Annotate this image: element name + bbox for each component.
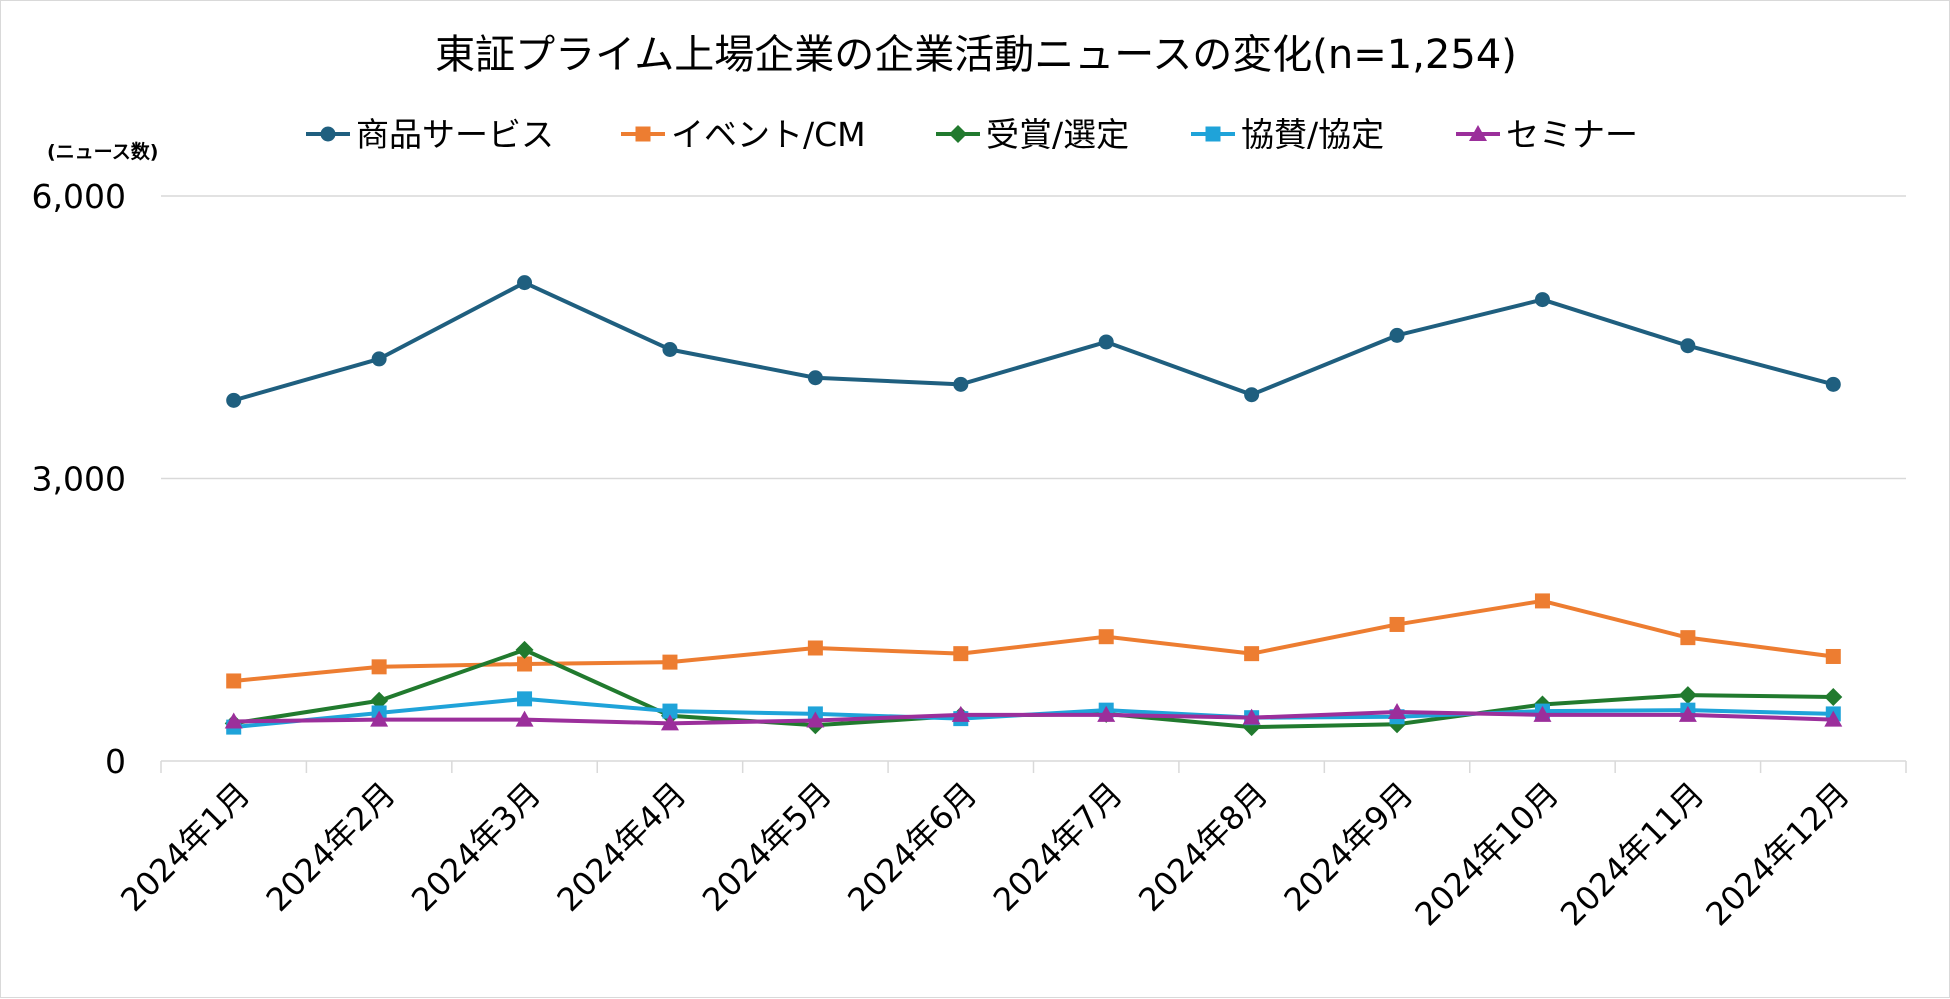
data-point <box>635 126 651 142</box>
x-tick-label: 2024年9月 <box>1277 775 1421 919</box>
legend-entry: セミナー <box>1456 115 1638 154</box>
legend: 商品サービス イベント/CM 受賞/選定 協賛/協定 セミナー <box>306 115 1638 154</box>
series-line <box>233 280 1834 403</box>
x-tick-label: 2024年12月 <box>1698 775 1857 934</box>
y-tick-label: 0 <box>105 742 126 781</box>
data-point <box>1389 616 1405 632</box>
data-point <box>662 654 678 670</box>
series-line <box>233 598 1834 683</box>
legend-label: イベント/CM <box>671 115 866 154</box>
data-point <box>1824 687 1843 706</box>
data-point <box>370 710 389 727</box>
x-tick-label: 2024年6月 <box>840 775 984 919</box>
data-point <box>517 656 533 672</box>
data-point <box>1098 629 1114 645</box>
y-tick-label: 6,000 <box>32 177 126 216</box>
data-point <box>807 640 823 656</box>
data-point <box>1097 705 1116 722</box>
data-point <box>1825 376 1841 392</box>
data-point <box>1680 338 1696 354</box>
legend-entry: イベント/CM <box>621 115 866 154</box>
legend-label: 受賞/選定 <box>986 115 1129 154</box>
chart-title: 東証プライム上場企業の企業活動ニュースの変化(n=1,254) <box>435 32 1517 78</box>
legend-label: 協賛/協定 <box>1241 115 1384 154</box>
data-point <box>517 691 533 707</box>
data-point <box>949 125 967 143</box>
x-tick-label: 2024年4月 <box>549 775 693 919</box>
series-circle-1f5f7f <box>226 275 1841 408</box>
data-point <box>1825 648 1841 664</box>
data-point <box>1242 708 1261 725</box>
data-point <box>226 392 242 408</box>
data-point <box>660 714 679 731</box>
x-tick-label: 2024年1月 <box>113 775 257 919</box>
data-point <box>1534 593 1550 609</box>
data-point <box>515 710 534 727</box>
data-point <box>320 126 336 142</box>
series-square-ed7d31 <box>226 593 1841 689</box>
gridlines <box>161 195 1906 480</box>
x-tick-label: 2024年5月 <box>695 775 839 919</box>
data-point <box>1388 703 1407 720</box>
data-point <box>1678 705 1697 722</box>
series-layer <box>224 275 1843 737</box>
data-point <box>662 341 678 357</box>
data-point <box>1533 705 1552 722</box>
legend-entry: 受賞/選定 <box>936 115 1129 154</box>
series-line <box>233 710 1834 726</box>
y-tick-label: 3,000 <box>32 460 126 499</box>
data-point <box>1469 125 1487 141</box>
data-point <box>1678 686 1697 705</box>
data-point <box>951 705 970 722</box>
x-tick-label: 2024年10月 <box>1408 775 1567 934</box>
data-point <box>224 712 243 729</box>
data-point <box>371 351 387 367</box>
data-point <box>807 370 823 386</box>
data-point <box>953 376 969 392</box>
data-point <box>370 691 389 710</box>
series-diamond-217a2e <box>224 640 1843 737</box>
data-point <box>1824 710 1843 727</box>
legend-entry: 商品サービス <box>306 115 554 154</box>
data-point <box>226 673 242 689</box>
data-point <box>1244 646 1260 662</box>
data-point <box>517 275 533 291</box>
data-point <box>1205 126 1221 142</box>
data-point <box>1244 387 1260 403</box>
data-point <box>1389 327 1405 343</box>
series-triangle-9b2f9b <box>224 703 1843 731</box>
data-point <box>1534 292 1550 308</box>
legend-label: セミナー <box>1506 115 1638 154</box>
legend-entry: 協賛/協定 <box>1191 115 1384 154</box>
data-point <box>1680 630 1696 646</box>
x-tick-label: 2024年2月 <box>259 775 403 919</box>
data-point <box>371 659 387 675</box>
data-point <box>806 711 825 728</box>
legend-label: 商品サービス <box>356 115 554 154</box>
data-point <box>953 646 969 662</box>
x-tick-label: 2024年8月 <box>1131 775 1275 919</box>
data-point <box>662 703 678 719</box>
data-point <box>1098 334 1114 350</box>
x-tick-label: 2024年3月 <box>404 775 548 919</box>
y-axis-unit-label: (ニュース数) <box>47 140 158 163</box>
x-tick-label: 2024年11月 <box>1553 775 1712 934</box>
data-point <box>515 640 534 659</box>
x-tick-label: 2024年7月 <box>986 775 1130 919</box>
